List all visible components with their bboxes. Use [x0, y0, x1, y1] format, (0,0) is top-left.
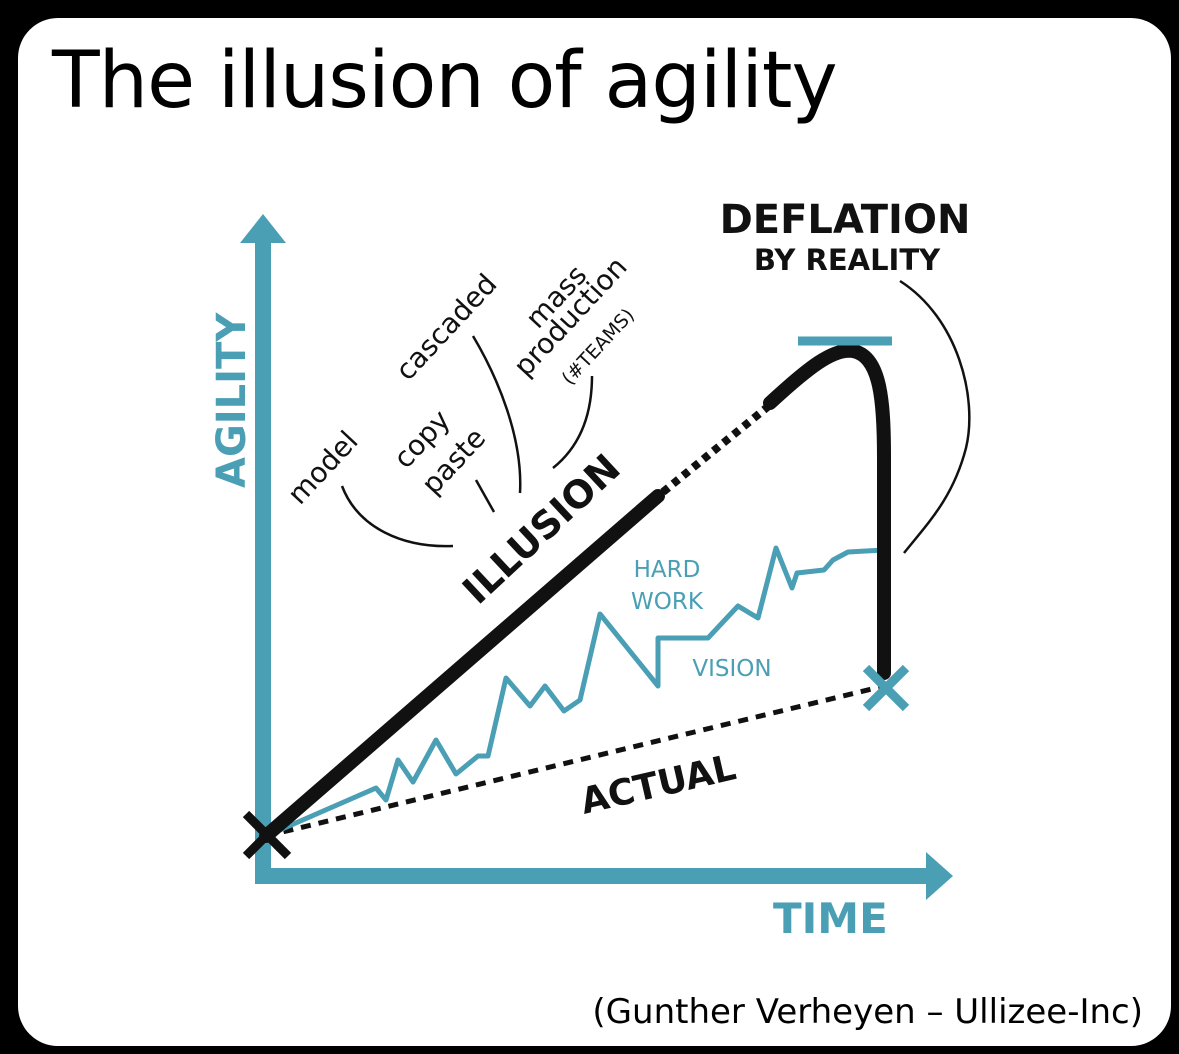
cascaded-connector: [471, 335, 522, 494]
label-deflation: DEFLATION: [720, 197, 971, 243]
label-model: model: [281, 425, 365, 511]
page-title: The illusion of agility: [52, 36, 838, 126]
y-axis-arrow-icon: [240, 214, 286, 243]
end-cross-icon-stroke: [862, 664, 910, 712]
y-axis-label: AGILITY: [209, 312, 255, 488]
x-axis-arrow-icon: [926, 852, 953, 900]
deflation-curve: [763, 343, 891, 680]
agility-diagram: AGILITY TIME model copy paste cascaded m…: [209, 197, 971, 943]
illusion-dotted-extension: [660, 401, 773, 496]
label-hard: HARD: [634, 557, 701, 583]
illusion-line: [259, 489, 665, 843]
actual-dotted-line: [265, 683, 885, 839]
start-cross-icon-stroke: [242, 810, 292, 860]
x-axis-label: TIME: [773, 894, 888, 943]
mass-production-connector: [552, 375, 594, 469]
label-actual: ACTUAL: [577, 747, 740, 822]
label-by-reality: BY REALITY: [754, 243, 941, 277]
model-connector: [340, 485, 454, 548]
hard-work-zigzag: [265, 545, 885, 839]
copy-paste-connector: [474, 479, 496, 513]
label-illusion: ILLUSION: [454, 446, 629, 613]
label-cascaded: cascaded: [389, 267, 503, 386]
deflation-connector: [899, 279, 971, 554]
label-vision: VISION: [692, 656, 771, 682]
label-work: WORK: [631, 589, 704, 615]
diagram-card: The illusion of agility AGILITY TIME: [18, 18, 1171, 1046]
credit-line: (Gunther Verheyen – Ullizee-Inc): [592, 992, 1143, 1032]
